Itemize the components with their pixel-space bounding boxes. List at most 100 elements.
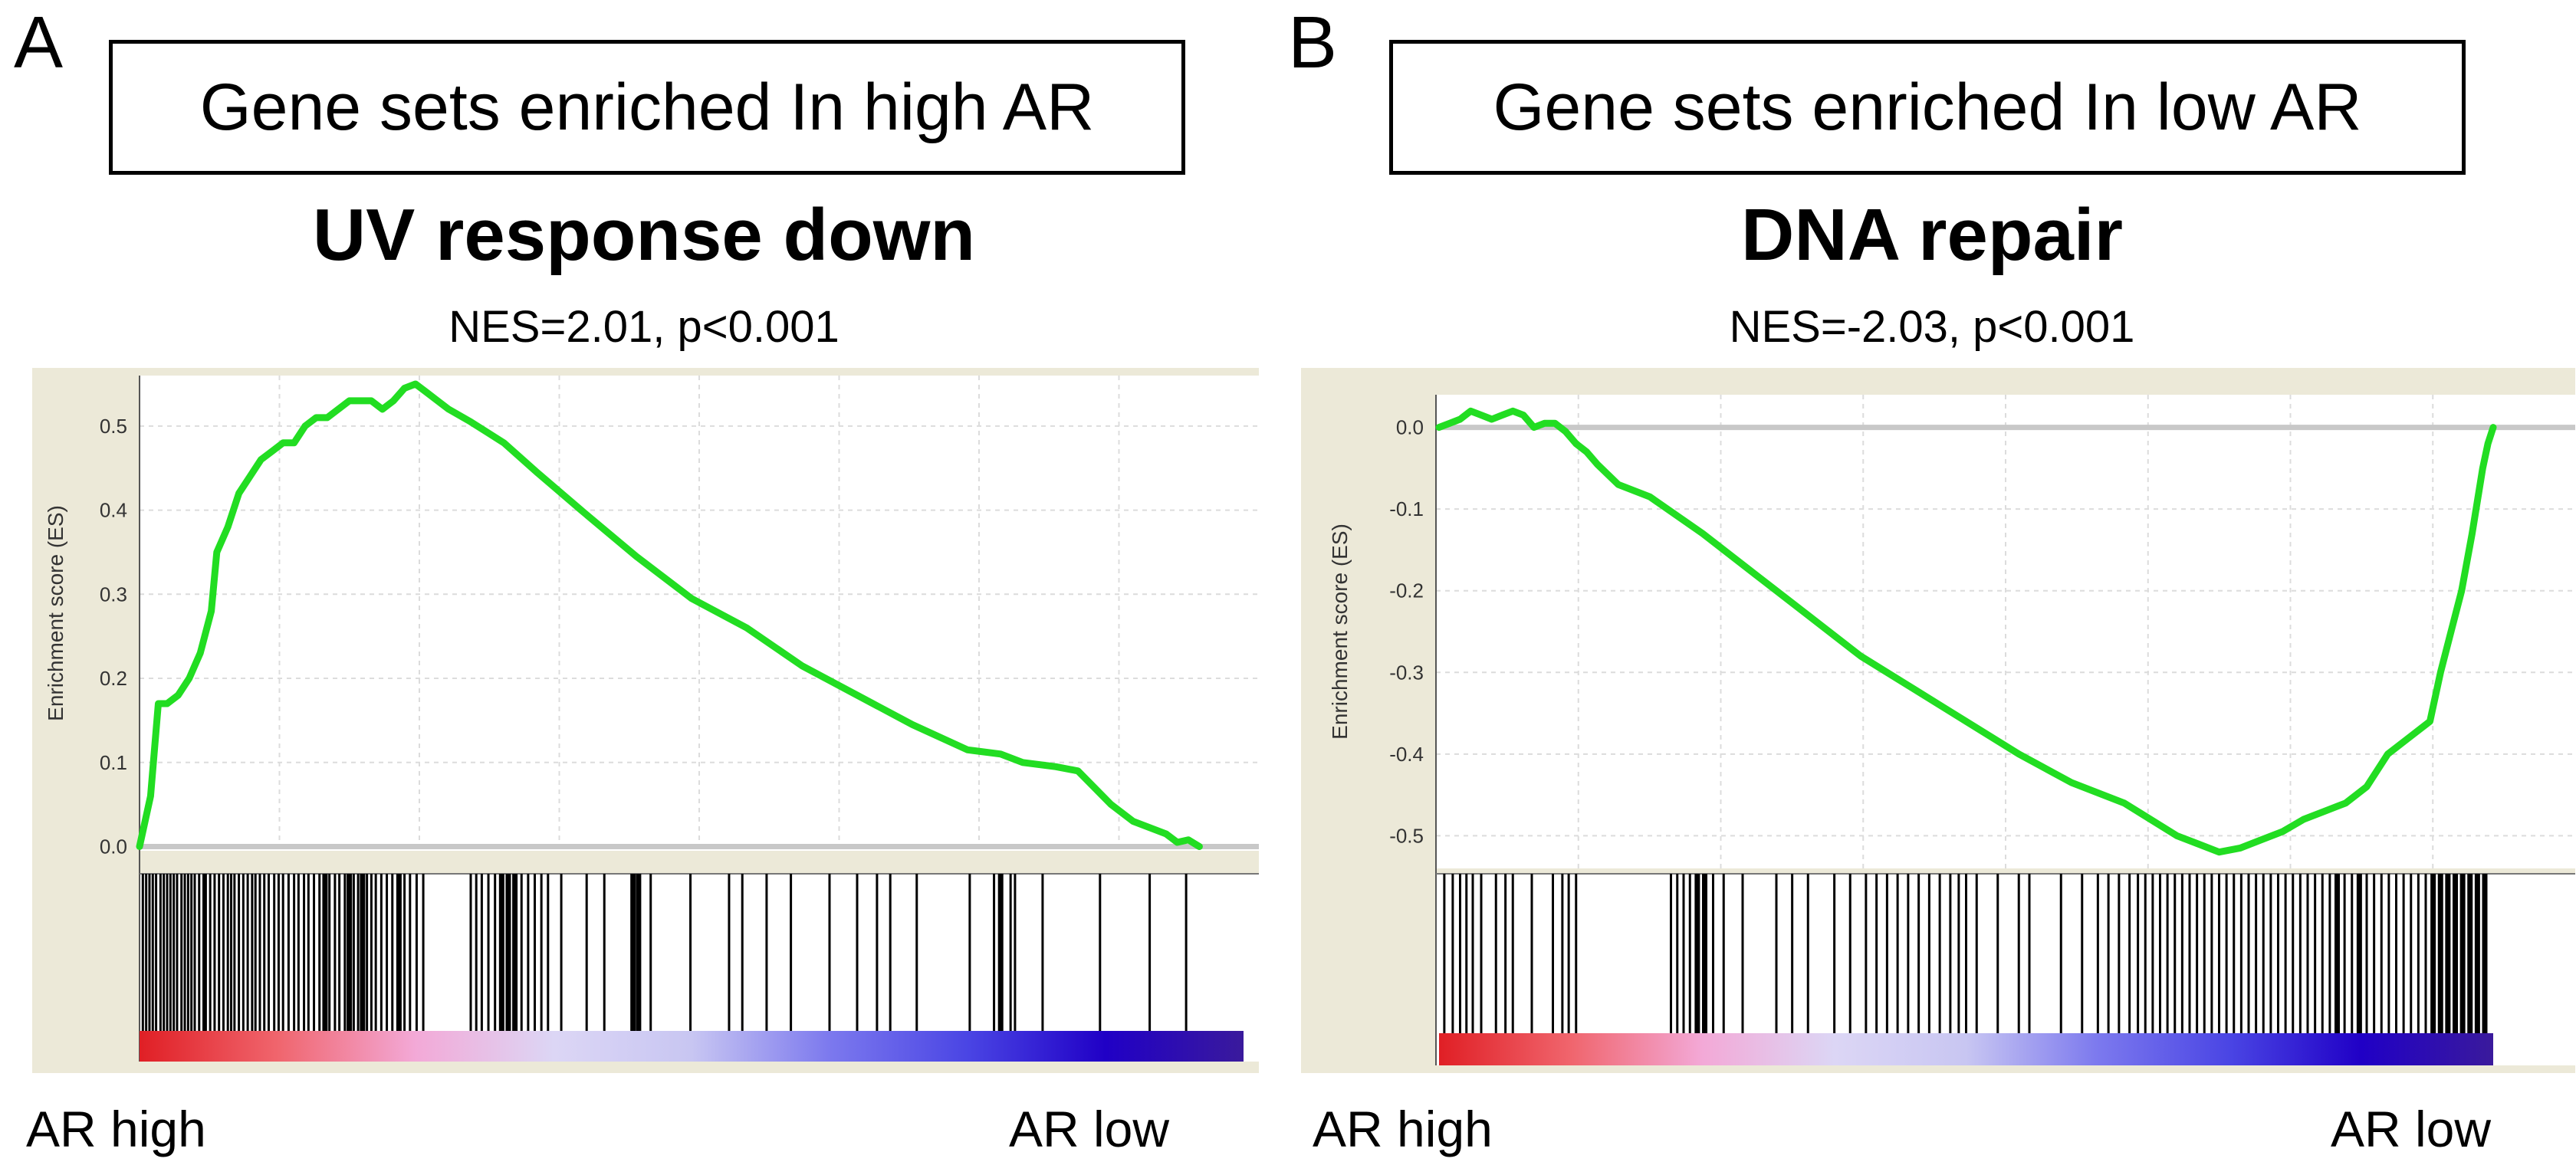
gsea-plot: 0.0 0.1 0.2 0.3 0.4 0.5 Enrichment score (ES)	[32, 368, 1259, 1073]
curve-point	[2426, 718, 2433, 725]
curve-point	[1520, 412, 1526, 418]
panel-letter: B	[1288, 2, 1338, 84]
panel-letter: A	[14, 2, 64, 84]
curve-point	[1108, 801, 1115, 808]
curve-point	[534, 469, 540, 476]
curve-point	[799, 662, 805, 669]
curve-point	[1562, 428, 1569, 435]
curve-point	[1185, 836, 1191, 843]
y-tick-label: -0.3	[1389, 661, 1424, 684]
ranked-list-bar	[1439, 1033, 2493, 1065]
curve-point	[2279, 829, 2285, 835]
curve-point	[197, 650, 204, 657]
curve-point	[1075, 767, 1081, 774]
curve-point	[1499, 412, 1506, 418]
curve-point	[175, 691, 182, 698]
y-tick-label: -0.4	[1389, 743, 1424, 766]
curve-point	[1752, 571, 1759, 578]
curve-point	[1583, 448, 1590, 455]
curve-point	[2479, 464, 2486, 471]
curve-point	[1530, 424, 1537, 431]
curve-point	[468, 418, 474, 425]
curve-point	[2485, 440, 2492, 447]
curve-point	[445, 405, 452, 412]
curve-point	[2321, 808, 2328, 815]
panel-b: B Gene sets enriched In low AR DNA repai…	[1288, 0, 2576, 1175]
x-left-label: AR high	[1313, 1101, 1493, 1157]
curve-point	[1647, 494, 1653, 501]
curve-point	[2490, 424, 2496, 431]
gsea-plot: 0.0 -0.1 -0.2 -0.3 -0.4 -0.5 Enrichment score …	[1301, 368, 2575, 1073]
curve-point	[208, 608, 215, 615]
curve-point	[1615, 481, 1622, 488]
curve-point	[1594, 461, 1601, 468]
curve-point	[1467, 408, 1474, 415]
x-right-label: AR low	[2331, 1101, 2492, 1157]
curve-point	[1488, 415, 1495, 422]
curve-point	[2364, 783, 2370, 790]
curve-point	[2121, 799, 2128, 806]
y-axis-label: Enrichment score (ES)	[1328, 523, 1352, 740]
curve-point	[1805, 612, 1812, 619]
curve-point	[268, 448, 275, 455]
y-tick-label: -0.2	[1389, 579, 1424, 602]
curve-point	[2016, 750, 2022, 757]
curve-point	[1510, 408, 1516, 415]
curve-point	[291, 439, 297, 446]
y-tick-label: 0.0	[1396, 416, 1424, 439]
curve-point	[213, 549, 220, 556]
chart-stats: NES=-2.03, p<0.001	[1729, 302, 2135, 352]
curve-point	[313, 414, 320, 421]
curve-point	[2406, 734, 2412, 741]
y-tick-label: 0.2	[100, 667, 127, 690]
x-left-label: AR high	[26, 1101, 206, 1157]
y-tick-label: -0.5	[1389, 824, 1424, 847]
curve-point	[1436, 424, 1442, 431]
curve-point	[964, 747, 971, 753]
curve-point	[2237, 845, 2243, 852]
curve-point	[434, 397, 441, 404]
chart-title: DNA repair	[1741, 194, 2123, 276]
curve-point	[633, 553, 639, 560]
curve-point	[346, 397, 353, 404]
curve-point	[155, 700, 162, 707]
curve-point	[1457, 415, 1464, 422]
curve-point	[1963, 718, 1970, 725]
chart-title: UV response down	[312, 194, 976, 276]
curve-point	[235, 490, 242, 497]
curve-point	[2258, 836, 2265, 843]
chart-stats: NES=2.01, p<0.001	[449, 302, 840, 352]
curve-point	[147, 793, 154, 799]
x-right-label: AR low	[1009, 1101, 1170, 1157]
curve-point	[1858, 652, 1864, 659]
curve-point	[1130, 818, 1136, 825]
curve-point	[2216, 848, 2223, 855]
y-tick-label: 0.1	[100, 751, 127, 774]
y-tick-label: 0.3	[100, 583, 127, 606]
curve-point	[423, 389, 430, 395]
curve-point	[258, 456, 264, 463]
curve-point	[136, 843, 143, 850]
y-tick-label: 0.5	[100, 415, 127, 438]
curve-point	[401, 385, 408, 392]
curve-point	[1152, 826, 1158, 833]
curve-point	[578, 507, 584, 514]
curve-point	[2384, 750, 2391, 757]
panel-a: A Gene sets enriched In high AR UV respo…	[14, 2, 1259, 1157]
curve-point	[2195, 841, 2201, 848]
curve-point	[1446, 420, 1453, 427]
ranked-list-bar	[140, 1031, 1244, 1062]
enrichment-curve	[136, 380, 1203, 850]
y-tick-label: 0.4	[100, 499, 127, 522]
curve-point	[2174, 832, 2180, 839]
curve-point	[997, 750, 1004, 757]
curve-point	[2437, 669, 2444, 676]
y-tick-label: 0.0	[100, 835, 127, 858]
curve-point	[324, 414, 330, 421]
curve-point	[379, 405, 386, 412]
curve-point	[1552, 420, 1559, 427]
curve-point	[2458, 587, 2465, 594]
curve-point	[1478, 412, 1484, 418]
curve-point	[390, 397, 397, 404]
y-tick-label: -0.1	[1389, 497, 1424, 520]
